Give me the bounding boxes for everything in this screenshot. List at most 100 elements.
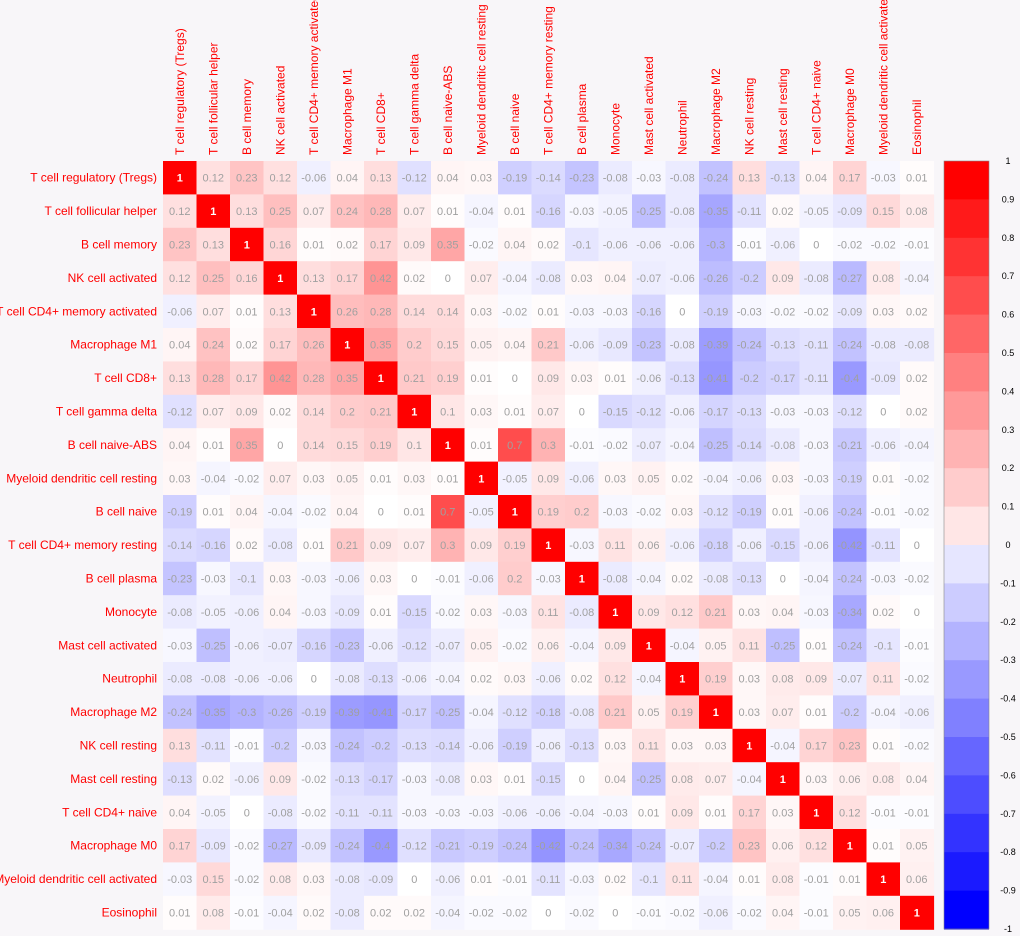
heatmap-cell-2-22 [900, 227, 935, 262]
cell-value-label: -0.19 [737, 507, 762, 519]
colorbar-segment [944, 852, 989, 892]
cell-value-label: -0.06 [636, 373, 661, 385]
heatmap-cell-6-16 [699, 361, 734, 396]
colorbar: 1 0.9 0.8 0.7 0.6 0.5 0.4 0.3 0.2 0.1 0 -0.1 -0.2 -0.… [943, 156, 1016, 934]
cell-value-label: 0.02 [337, 240, 358, 252]
heatmap-cell-17-7 [397, 728, 432, 763]
cell-value-label: 0.35 [437, 240, 458, 252]
heatmap-cell-13-8 [431, 595, 466, 630]
colorbar-segment [944, 429, 989, 469]
cell-value-label: 0.01 [203, 440, 224, 452]
cell-value-label: -0.06 [335, 574, 360, 586]
cell-value-label: -0.11 [804, 340, 828, 352]
heatmap-cell-0-3 [263, 161, 298, 195]
heatmap-cell-6-4 [297, 361, 332, 396]
cell-value-label: -0.08 [670, 206, 695, 218]
cell-value-label: 0.04 [169, 807, 190, 819]
heatmap-cell-16-20 [833, 695, 868, 730]
cell-value-label: -0.25 [703, 440, 728, 452]
heatmap-cell-16-8 [431, 695, 466, 730]
cell-value-label: -0.06 [737, 473, 762, 485]
heatmap-cell-22-1 [196, 895, 231, 930]
heatmap-cell-18-0 [163, 762, 198, 797]
heatmap-cell-3-19 [799, 261, 834, 296]
column-label: T cell CD4+ naive [809, 60, 823, 155]
cell-value-label: 0.11 [873, 674, 894, 686]
heatmap-cell-0-21 [866, 161, 901, 195]
heatmap-cell-6-18 [766, 361, 801, 396]
cell-value-label: -0.12 [636, 407, 661, 419]
cell-value-label: -0.02 [837, 240, 862, 252]
heatmap-cell-21-3 [263, 862, 298, 897]
heatmap-cell-0-4 [297, 161, 332, 195]
cell-value-label: 0.23 [169, 240, 190, 252]
row-label: Mast cell resting [70, 772, 157, 786]
heatmap-cell-20-8 [431, 829, 466, 863]
heatmap-cell-16-7 [397, 695, 432, 730]
heatmap-cell-3-11 [531, 261, 566, 296]
heatmap-cell-2-0 [163, 227, 198, 262]
heatmap-cell-6-13 [598, 361, 633, 396]
cell-value-label: -0.05 [502, 473, 527, 485]
cell-value-label: 0.09 [806, 674, 827, 686]
cell-value-label: -0.09 [837, 306, 862, 318]
cell-value-label: -0.03 [804, 473, 829, 485]
colorbar-segment [944, 391, 989, 431]
heatmap-cell-20-6 [364, 829, 399, 863]
heatmap-cell-6-5 [330, 361, 365, 396]
cell-value-label: 0.07 [270, 473, 291, 485]
heatmap-cell-7-9 [464, 394, 499, 429]
cell-value-label: 0.01 [638, 807, 659, 819]
heatmap-cell-14-19 [799, 628, 834, 663]
heatmap-cell-1-5 [330, 194, 365, 229]
column-label: T cell CD4+ memory resting [541, 6, 555, 155]
cell-value-label: -0.02 [904, 674, 929, 686]
heatmap-cell-21-11 [531, 862, 566, 897]
column-label: Macrophage M0 [843, 68, 857, 155]
cell-value-label: 0.26 [303, 340, 324, 352]
cell-value-label: -0.06 [670, 407, 695, 419]
column-label: Mast cell resting [776, 68, 790, 155]
cell-value-label: -0.18 [536, 707, 561, 719]
cell-value-label: -0.2 [840, 707, 859, 719]
cell-value-label: 0.03 [806, 774, 827, 786]
row-label: B cell naive-ABS [68, 438, 157, 452]
cell-value-label: -0.02 [904, 473, 929, 485]
heatmap-cell-11-4 [297, 528, 332, 563]
cell-value-label: -0.01 [904, 640, 929, 652]
heatmap-cell-5-16 [699, 328, 734, 362]
cell-value-label: 0 [411, 574, 417, 586]
cell-value-label: -0.03 [502, 607, 527, 619]
heatmap-cell-11-11 [531, 528, 566, 563]
colorbar-tick-label: -0.9 [1000, 886, 1016, 896]
heatmap-cell-21-2 [230, 862, 265, 897]
heatmap-cell-18-20 [833, 762, 868, 797]
heatmap-cell-21-21 [866, 862, 901, 897]
heatmap-cell-4-20 [833, 294, 868, 329]
heatmap-cell-14-20 [833, 628, 868, 663]
cell-value-label: 0.02 [906, 373, 927, 385]
cell-value-label: 1 [579, 574, 585, 586]
heatmap-cell-3-13 [598, 261, 633, 296]
heatmap-cell-21-10 [498, 862, 533, 897]
heatmap-cell-7-18 [766, 394, 801, 429]
cell-value-label: 0.05 [839, 908, 860, 920]
heatmap-cell-1-0 [163, 194, 198, 229]
cell-value-label: 0.09 [772, 273, 793, 285]
heatmap-cell-5-18 [766, 328, 801, 362]
cell-value-label: 0.05 [337, 473, 358, 485]
cell-value-label: 0.06 [538, 640, 559, 652]
heatmap-cell-18-19 [799, 762, 834, 797]
colorbar-tick-label: -0.8 [1000, 847, 1016, 857]
heatmap-cell-5-6 [364, 328, 399, 362]
cell-value-label: 1 [545, 540, 551, 552]
colorbar-tick-label: 0.1 [1002, 502, 1015, 512]
cell-value-label: 0.13 [203, 240, 224, 252]
heatmap-cell-19-13 [598, 795, 633, 830]
cell-value-label: -0.01 [234, 908, 259, 920]
cell-value-label: 0 [411, 874, 417, 886]
cell-value-label: -0.03 [871, 173, 896, 185]
cell-value-label: -0.04 [268, 908, 293, 920]
cell-value-label: -0.04 [569, 640, 594, 652]
heatmap-cell-5-3 [263, 328, 298, 362]
